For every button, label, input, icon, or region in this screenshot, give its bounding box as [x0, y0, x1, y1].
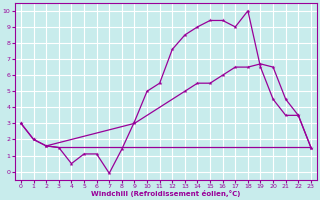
X-axis label: Windchill (Refroidissement éolien,°C): Windchill (Refroidissement éolien,°C) — [91, 190, 241, 197]
